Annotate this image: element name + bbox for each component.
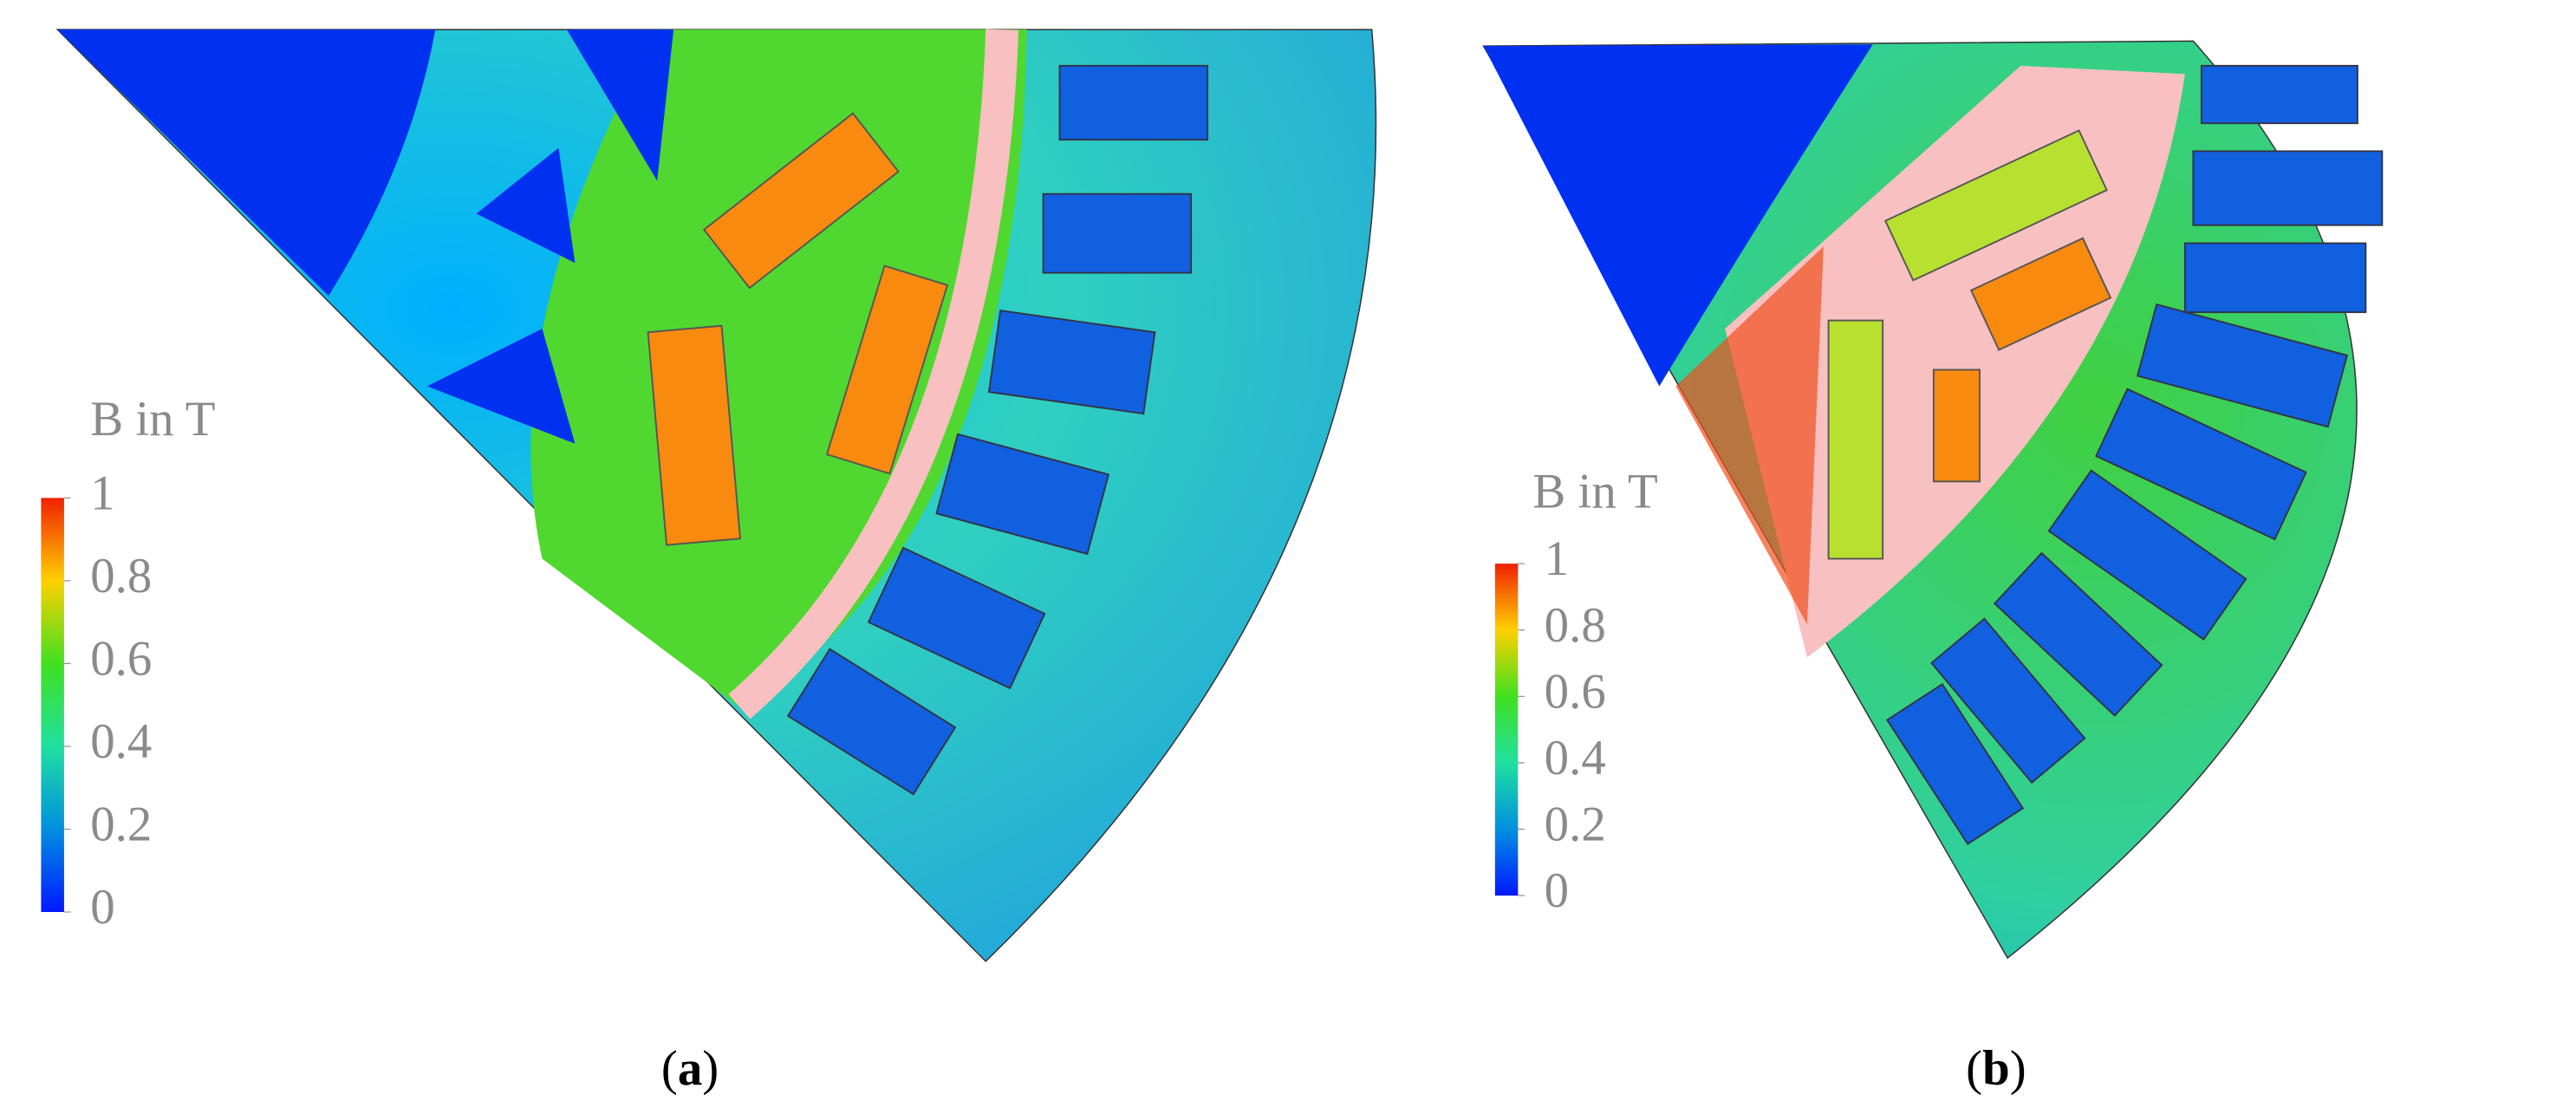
panel-label-part: ) xyxy=(702,1041,719,1096)
panel-label-part: ) xyxy=(2010,1041,2026,1096)
field-plot-a xyxy=(55,29,1377,962)
colorbar xyxy=(1494,564,1519,896)
colorbar-tick-label: 0.6 xyxy=(90,631,152,686)
colorbar-title: B in T xyxy=(90,392,215,446)
panel-label: (b) xyxy=(1966,1041,2026,1096)
colorbar-tick-label: 0.4 xyxy=(90,714,152,769)
colorbar-tick-label: 0.4 xyxy=(1545,731,1606,785)
colorbar-tick-label: 1 xyxy=(1545,531,1569,586)
colorbar-tick-label: 0.6 xyxy=(1545,664,1606,719)
colorbar-tick-label: 1 xyxy=(90,466,114,520)
panel-label-part: ( xyxy=(661,1041,678,1096)
colorbar-tick-label: 0 xyxy=(90,880,114,935)
colorbar-title: B in T xyxy=(1532,464,1657,518)
panel-label-part: ( xyxy=(1966,1041,1982,1096)
colorbar-tick-label: 0.8 xyxy=(1545,598,1606,653)
field-plot-b xyxy=(1482,40,2384,960)
colorbar-tick-label: 0.2 xyxy=(90,798,152,852)
colorbar-tick-label: 0.8 xyxy=(90,549,152,603)
panel-label-part: b xyxy=(1982,1041,2010,1096)
colorbar-tick-label: 0.2 xyxy=(1545,798,1606,852)
colorbar xyxy=(41,498,64,912)
panel-label-part: a xyxy=(678,1041,702,1096)
colorbar-tick-label: 0 xyxy=(1545,863,1569,918)
panel-label: (a) xyxy=(661,1041,719,1096)
